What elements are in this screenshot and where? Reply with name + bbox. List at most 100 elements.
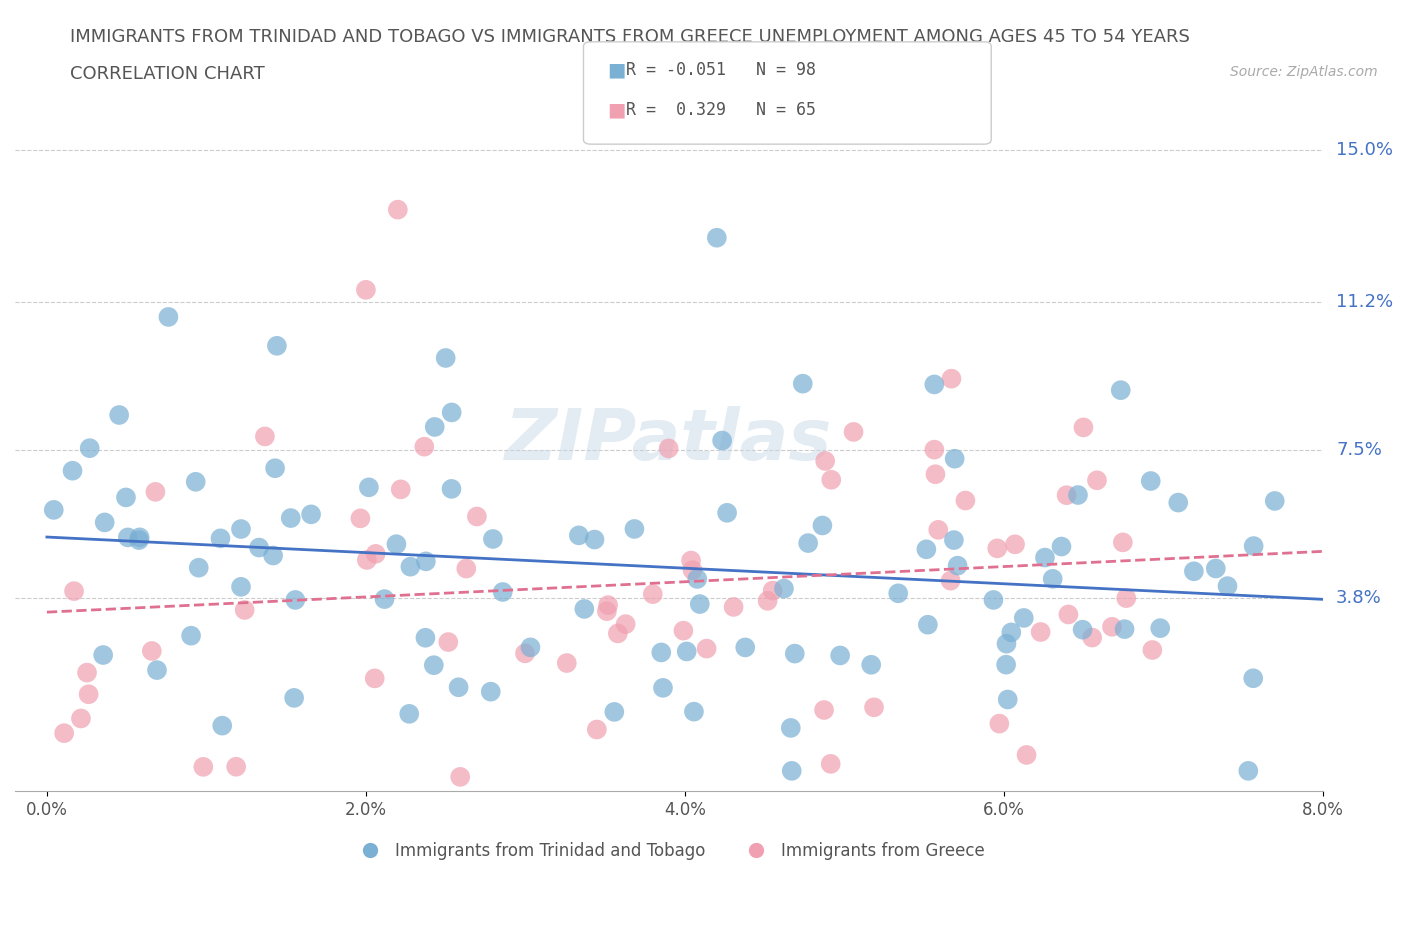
Immigrants from Greece	[1004, 537, 1026, 551]
Immigrants from Greece	[1101, 619, 1123, 634]
Immigrants from Trinidad and Tobago	[62, 463, 84, 478]
Immigrants from Trinidad and Tobago	[91, 647, 114, 662]
Immigrants from Greece	[233, 603, 256, 618]
Legend: Immigrants from Trinidad and Tobago, Immigrants from Greece: Immigrants from Trinidad and Tobago, Imm…	[347, 835, 991, 867]
Immigrants from Greece	[70, 711, 93, 726]
Immigrants from Greece	[145, 485, 167, 499]
Immigrants from Trinidad and Tobago	[997, 692, 1019, 707]
Text: 7.5%: 7.5%	[1336, 441, 1382, 459]
Immigrants from Trinidad and Tobago	[917, 618, 939, 632]
Immigrants from Trinidad and Tobago	[262, 548, 284, 563]
Immigrants from Trinidad and Tobago	[398, 707, 420, 722]
Immigrants from Trinidad and Tobago	[385, 537, 408, 551]
Immigrants from Greece	[941, 371, 963, 386]
Immigrants from Trinidad and Tobago	[983, 592, 1005, 607]
Immigrants from Trinidad and Tobago	[247, 540, 270, 555]
Immigrants from Greece	[606, 626, 628, 641]
Immigrants from Trinidad and Tobago	[264, 460, 287, 475]
Immigrants from Greece	[513, 646, 536, 661]
Immigrants from Trinidad and Tobago	[146, 663, 169, 678]
Immigrants from Trinidad and Tobago	[711, 433, 734, 448]
Immigrants from Greece	[723, 600, 745, 615]
Text: R =  0.329   N = 65: R = 0.329 N = 65	[626, 100, 815, 119]
Immigrants from Greece	[927, 523, 949, 538]
Immigrants from Greece	[1056, 487, 1078, 502]
Immigrants from Trinidad and Tobago	[830, 648, 852, 663]
Immigrants from Trinidad and Tobago	[650, 645, 672, 660]
Immigrants from Trinidad and Tobago	[1033, 551, 1056, 565]
Immigrants from Trinidad and Tobago	[995, 636, 1018, 651]
Immigrants from Trinidad and Tobago	[797, 536, 820, 551]
Text: R = -0.051   N = 98: R = -0.051 N = 98	[626, 60, 815, 79]
Immigrants from Trinidad and Tobago	[734, 640, 756, 655]
Immigrants from Greece	[555, 656, 578, 671]
Immigrants from Greece	[842, 424, 865, 439]
Immigrants from Greece	[939, 573, 962, 588]
Immigrants from Greece	[955, 493, 977, 508]
Immigrants from Greece	[672, 623, 695, 638]
Immigrants from Trinidad and Tobago	[811, 518, 834, 533]
Immigrants from Greece	[53, 725, 76, 740]
Immigrants from Greece	[986, 541, 1008, 556]
Immigrants from Trinidad and Tobago	[180, 629, 202, 644]
Immigrants from Greece	[356, 552, 378, 567]
Immigrants from Trinidad and Tobago	[924, 377, 946, 392]
Immigrants from Greece	[924, 467, 946, 482]
Immigrants from Greece	[814, 454, 837, 469]
Immigrants from Trinidad and Tobago	[415, 554, 437, 569]
Immigrants from Trinidad and Tobago	[423, 658, 446, 672]
Immigrants from Trinidad and Tobago	[157, 310, 180, 325]
Text: Source: ZipAtlas.com: Source: ZipAtlas.com	[1230, 65, 1378, 79]
Immigrants from Greece	[756, 593, 779, 608]
Immigrants from Trinidad and Tobago	[93, 515, 115, 530]
Immigrants from Trinidad and Tobago	[568, 528, 591, 543]
Immigrants from Greece	[596, 604, 619, 618]
Immigrants from Greece	[465, 509, 488, 524]
Immigrants from Trinidad and Tobago	[415, 631, 437, 645]
Immigrants from Trinidad and Tobago	[783, 646, 806, 661]
Immigrants from Trinidad and Tobago	[915, 542, 938, 557]
Immigrants from Trinidad and Tobago	[117, 530, 139, 545]
Immigrants from Greece	[863, 700, 886, 715]
Text: IMMIGRANTS FROM TRINIDAD AND TOBAGO VS IMMIGRANTS FROM GREECE UNEMPLOYMENT AMONG: IMMIGRANTS FROM TRINIDAD AND TOBAGO VS I…	[70, 28, 1189, 46]
Immigrants from Greece	[413, 439, 436, 454]
Immigrants from Trinidad and Tobago	[995, 658, 1018, 672]
Immigrants from Trinidad and Tobago	[399, 559, 422, 574]
Immigrants from Trinidad and Tobago	[1042, 571, 1064, 586]
Immigrants from Greece	[1081, 631, 1104, 645]
Immigrants from Greece	[1112, 535, 1135, 550]
Immigrants from Greece	[598, 598, 620, 613]
Immigrants from Trinidad and Tobago	[652, 681, 675, 696]
Immigrants from Trinidad and Tobago	[1109, 383, 1132, 398]
Immigrants from Trinidad and Tobago	[229, 522, 252, 537]
Immigrants from Trinidad and Tobago	[603, 704, 626, 719]
Immigrants from Greece	[63, 584, 86, 599]
Immigrants from Greece	[76, 665, 98, 680]
Immigrants from Trinidad and Tobago	[1167, 495, 1189, 510]
Text: 11.2%: 11.2%	[1336, 293, 1393, 311]
Immigrants from Trinidad and Tobago	[229, 579, 252, 594]
Immigrants from Greece	[696, 641, 718, 656]
Immigrants from Greece	[820, 756, 842, 771]
Text: 15.0%: 15.0%	[1336, 140, 1393, 158]
Immigrants from Greece	[1057, 607, 1080, 622]
Immigrants from Trinidad and Tobago	[716, 505, 738, 520]
Immigrants from Greece	[456, 561, 478, 576]
Immigrants from Greece	[641, 587, 664, 602]
Immigrants from Trinidad and Tobago	[946, 558, 969, 573]
Immigrants from Trinidad and Tobago	[686, 572, 709, 587]
Text: ZIPatlas: ZIPatlas	[505, 405, 832, 474]
Immigrants from Greece	[387, 202, 409, 217]
Text: CORRELATION CHART: CORRELATION CHART	[70, 65, 266, 83]
Immigrants from Trinidad and Tobago	[943, 451, 966, 466]
Immigrants from Trinidad and Tobago	[299, 507, 322, 522]
Immigrants from Trinidad and Tobago	[79, 441, 101, 456]
Immigrants from Trinidad and Tobago	[519, 640, 541, 655]
Immigrants from Greece	[813, 702, 835, 717]
Immigrants from Trinidad and Tobago	[1067, 487, 1090, 502]
Immigrants from Greece	[585, 722, 607, 737]
Immigrants from Greece	[1142, 643, 1164, 658]
Text: ■: ■	[607, 100, 626, 119]
Immigrants from Trinidad and Tobago	[1182, 564, 1205, 578]
Immigrants from Trinidad and Tobago	[1012, 610, 1035, 625]
